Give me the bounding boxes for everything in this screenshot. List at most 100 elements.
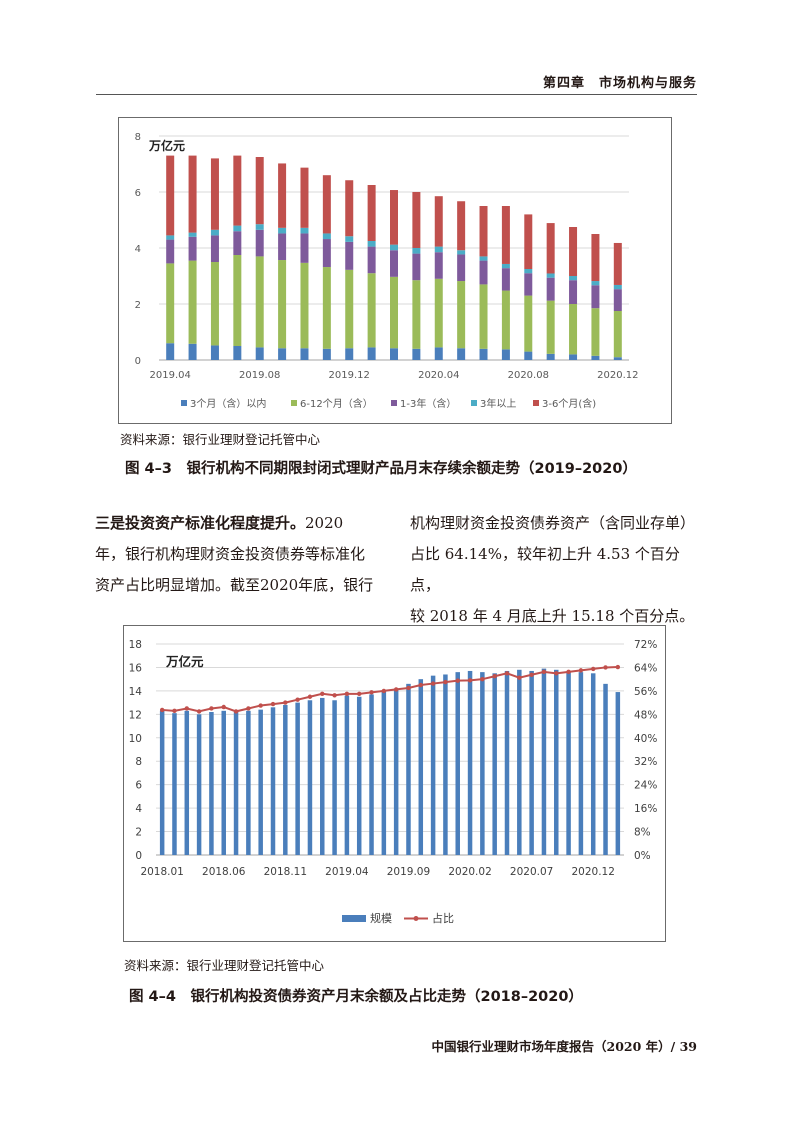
stacked-bar-segment <box>322 348 331 360</box>
legend-label: 规模 <box>370 911 392 925</box>
line-ratio-point <box>369 690 374 695</box>
paragraph-bold-lead: 三是投资资产标准化程度提升。 <box>95 514 306 532</box>
y-left-tick-label: 4 <box>135 803 142 815</box>
stacked-bar-segment <box>300 233 309 263</box>
line-ratio-point <box>541 669 547 675</box>
x-tick-label: 2020.12 <box>571 866 614 878</box>
stacked-bar-segment <box>457 250 466 255</box>
stacked-bar-segment <box>390 190 398 245</box>
stacked-bar-segment <box>479 206 488 257</box>
x-tick-label: 2019.09 <box>387 866 430 878</box>
stacked-bar-segment <box>300 167 309 228</box>
stacked-bar-segment <box>322 175 331 234</box>
stacked-bar-segment <box>613 242 622 285</box>
stacked-bar-segment <box>166 343 175 360</box>
stacked-bar-segment <box>345 269 354 349</box>
stacked-bar-segment <box>188 236 197 261</box>
stacked-bar-segment <box>591 281 600 286</box>
line-ratio-point <box>357 691 362 697</box>
paragraph-line: 资产占比明显增加。截至2020年底，银行 <box>95 576 374 594</box>
stacked-bar-segment <box>479 348 488 360</box>
stacked-bar-segment <box>345 236 354 242</box>
stacked-bar-segment <box>210 262 219 346</box>
y-left-tick-label: 14 <box>129 686 143 698</box>
stacked-bar-segment <box>166 155 175 236</box>
stacked-bar-segment <box>412 192 421 248</box>
line-ratio-point <box>172 708 177 714</box>
line-ratio-point <box>295 697 300 702</box>
stacked-bar-segment <box>300 262 309 349</box>
stacked-bar-segment <box>412 280 421 349</box>
legend-label: 3个月（含）以内 <box>190 397 266 410</box>
x-tick-label: 2019.04 <box>150 370 191 381</box>
stacked-bar-segment <box>233 231 242 255</box>
stacked-bar-segment <box>412 348 421 360</box>
stacked-bar-segment <box>367 273 376 348</box>
stacked-bar-segment <box>367 347 376 360</box>
stacked-bar-segment <box>255 347 264 360</box>
bar-scale <box>356 696 362 855</box>
y-left-tick-label: 2 <box>135 827 142 839</box>
x-tick-label: 2020.04 <box>418 370 459 381</box>
stacked-bar-segment <box>300 227 309 234</box>
x-tick-label: 2019.04 <box>325 866 369 878</box>
stacked-bar-segment <box>367 185 376 241</box>
line-ratio-point <box>246 706 251 711</box>
stacked-bar-segment <box>524 214 533 269</box>
stacked-bar-segment <box>345 241 354 270</box>
stacked-bar-segment <box>457 201 466 251</box>
stacked-bar-segment <box>210 345 219 360</box>
bar-scale <box>603 683 608 855</box>
y-left-tick-label: 0 <box>135 850 142 862</box>
y-tick-label: 4 <box>135 244 141 255</box>
stacked-bar-segment <box>501 206 510 264</box>
line-ratio-point <box>270 701 276 707</box>
y-right-tick-label: 56% <box>634 686 657 698</box>
bar-scale <box>443 674 448 855</box>
bar-scale <box>430 675 436 855</box>
x-tick-label: 2018.01 <box>140 866 183 878</box>
unit-label: 万亿元 <box>165 654 204 669</box>
line-ratio-point <box>492 674 497 679</box>
stacked-bar-segment <box>166 239 175 264</box>
stacked-bar-segment <box>210 229 219 236</box>
stacked-bar-segment <box>591 234 600 282</box>
line-ratio-point <box>381 688 387 694</box>
line-ratio-point <box>184 706 189 711</box>
stacked-bar-segment <box>278 163 287 228</box>
stacked-bar-segment <box>546 273 555 278</box>
bar-scale <box>554 669 559 855</box>
stacked-bar-segment <box>278 348 287 360</box>
stacked-bar-segment <box>546 277 555 301</box>
stacked-bar-segment <box>255 224 264 230</box>
stacked-bar-segment <box>300 348 309 360</box>
stacked-bar-segment <box>591 355 600 360</box>
stacked-bar-segment <box>255 256 264 348</box>
paragraph-line: 较 2018 年 4 月底上升 15.18 个百分点。 <box>410 607 695 625</box>
figure-4-3-chart: 0 2 4 6 8 万亿元 2019.04 2019.08 2019.12 2020.04 2020… <box>135 132 639 410</box>
line-ratio-point <box>480 676 485 682</box>
x-tick-label: 2018.06 <box>202 866 246 878</box>
stacked-bar-segment <box>524 269 533 274</box>
stacked-bar-segment <box>434 246 443 253</box>
x-tick-label: 2020.12 <box>597 370 638 381</box>
y-right-tick-label: 32% <box>634 756 657 768</box>
stacked-bar-segment <box>524 351 533 360</box>
stacked-bar-segment <box>569 280 578 304</box>
stacked-bar-segment <box>591 308 600 356</box>
bar-scale <box>467 670 473 855</box>
line-ratio-point <box>467 678 473 683</box>
legend-swatch-line-marker <box>413 916 419 921</box>
bar-scale <box>369 694 374 855</box>
paragraph-right-column: 机构理财资金投资债券资产（含同业存单） 占比 64.14%，较年初上升 4.53… <box>410 508 700 632</box>
bar-scale <box>344 695 350 855</box>
bar-scale <box>578 672 584 855</box>
line-ratio-point <box>209 706 214 711</box>
stacked-bar-segment <box>479 256 488 261</box>
stacked-bar-segment <box>434 347 443 360</box>
figure-4-3-caption: 图 4–3 银行机构不同期限封闭式理财产品月末存续余额走势（2019–2020） <box>125 461 637 477</box>
stacked-bar-segment <box>278 233 287 261</box>
legend-label: 1-3年（含） <box>400 397 456 410</box>
y-left-tick-label: 16 <box>129 662 143 674</box>
y-right-tick-label: 16% <box>634 803 657 815</box>
